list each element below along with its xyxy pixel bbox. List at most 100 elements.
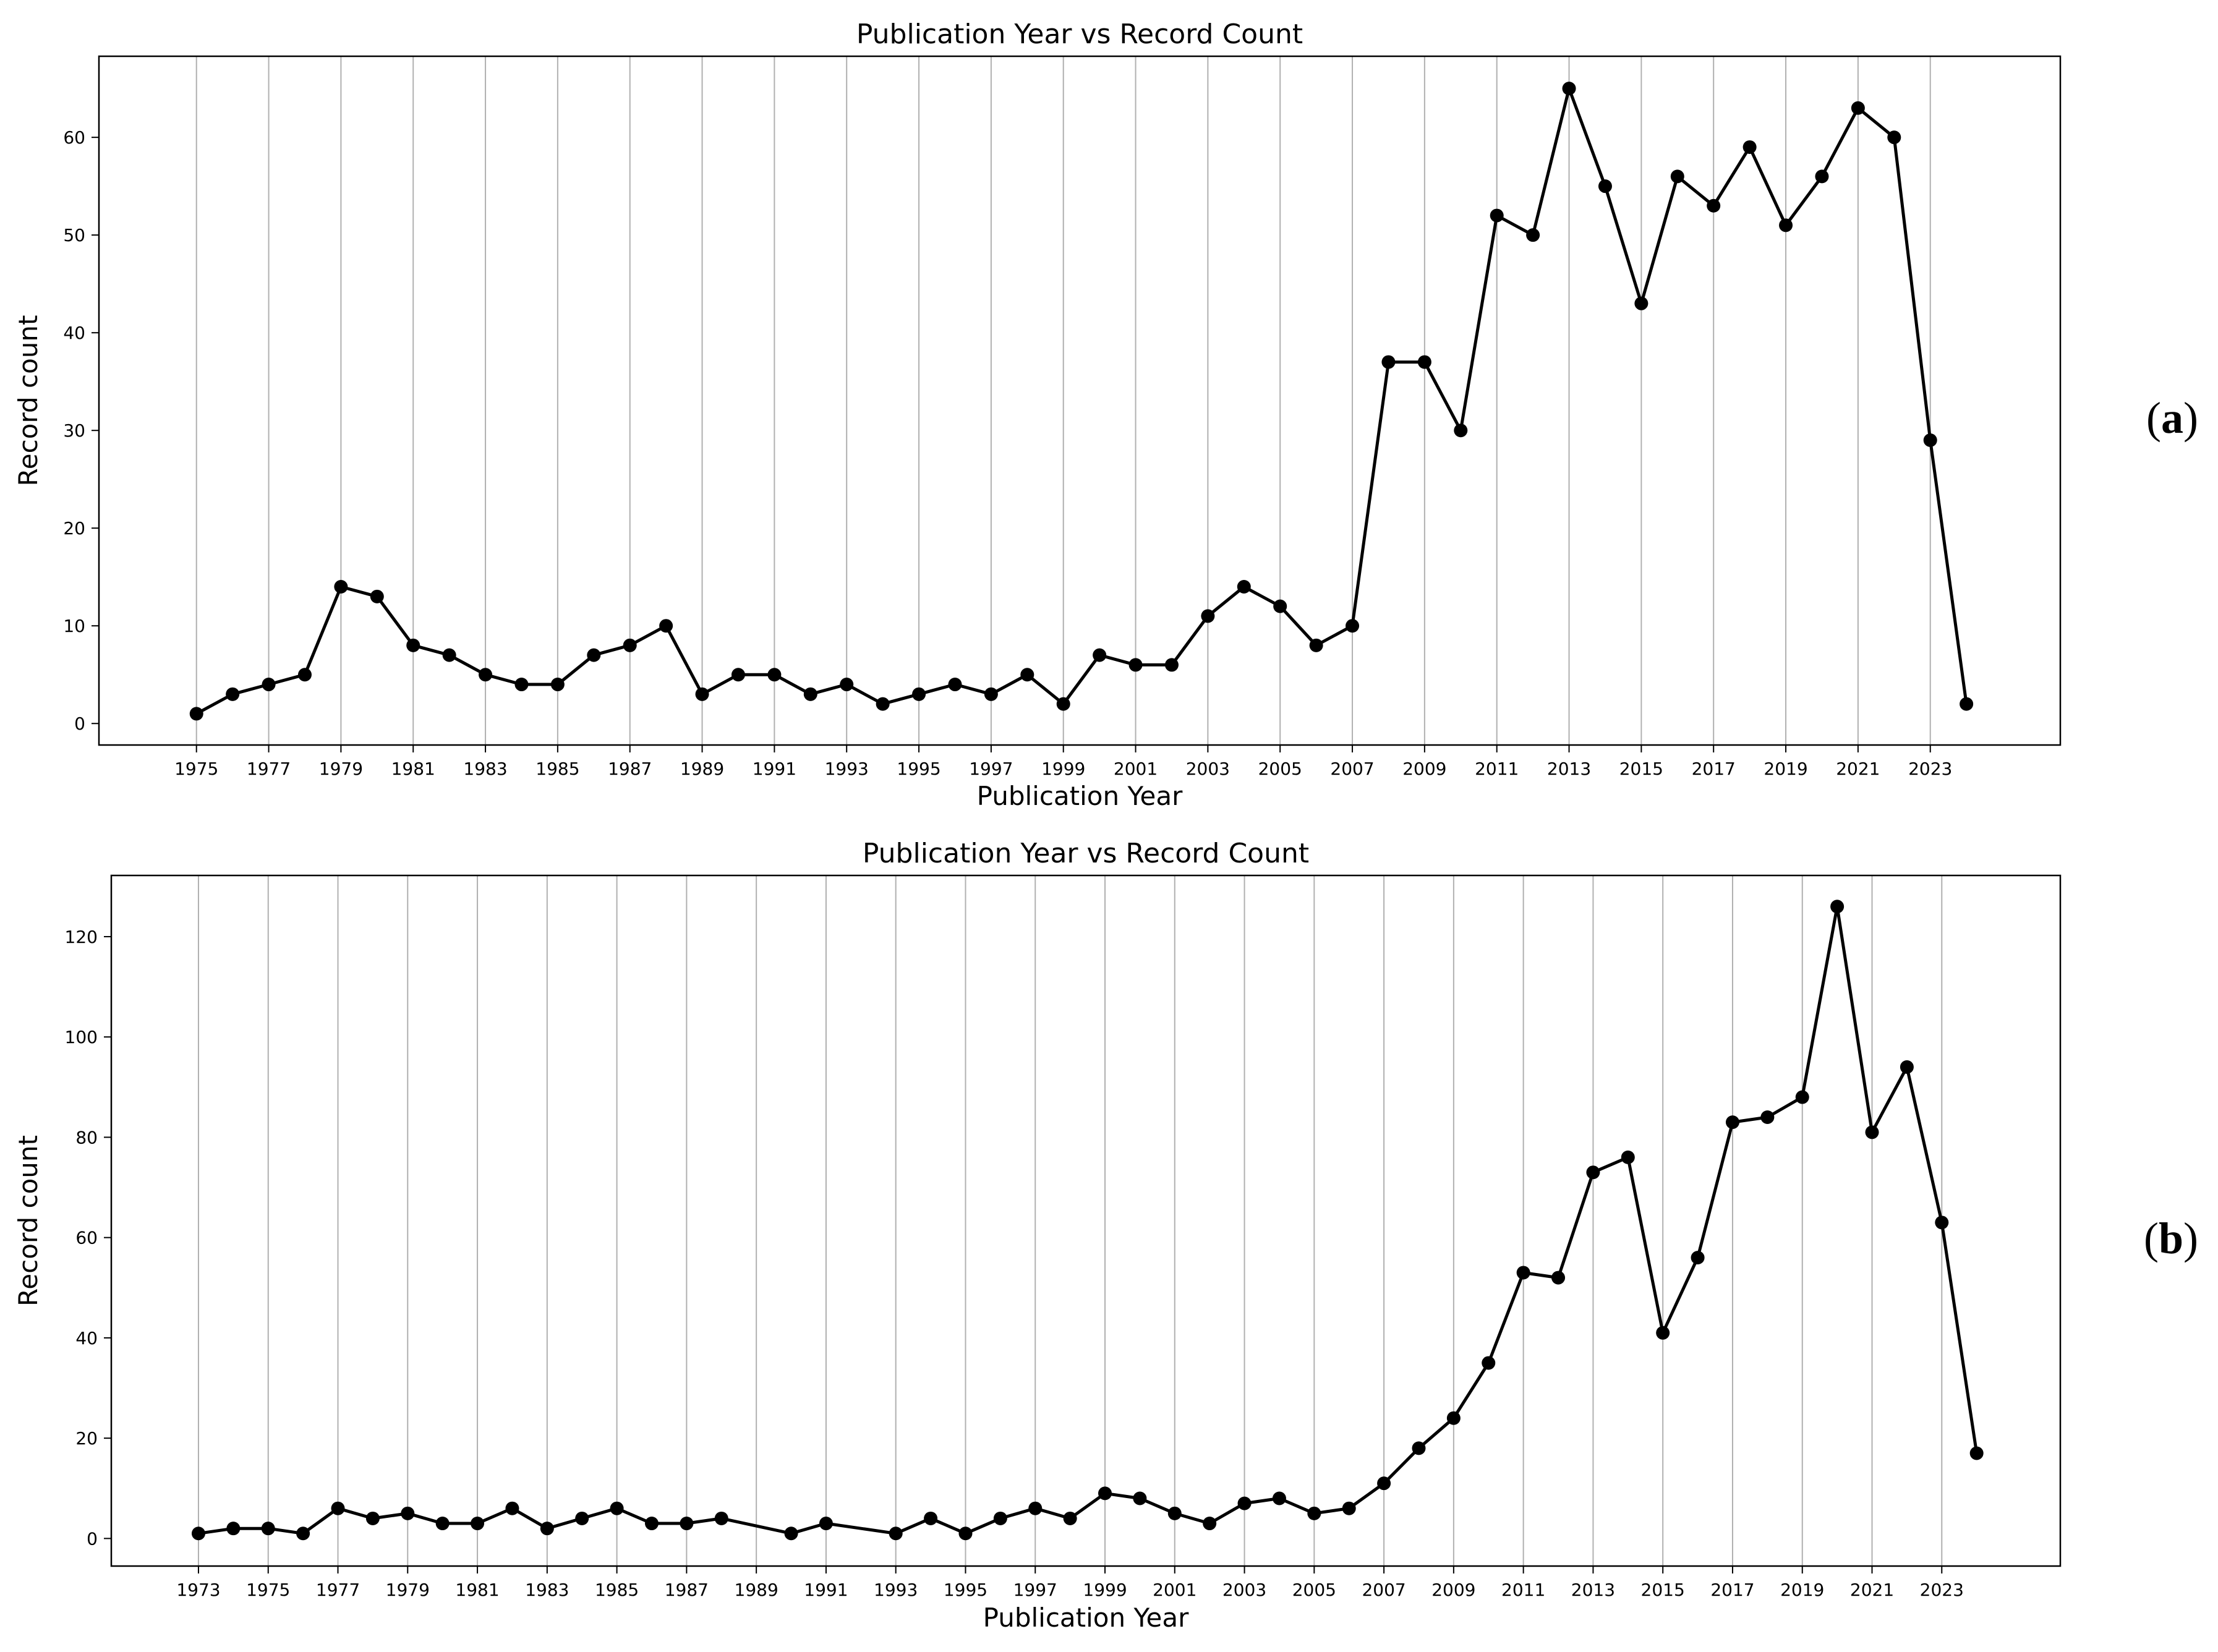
x-tick-label: 2005	[1292, 1580, 1336, 1600]
x-tick-label: 2005	[1258, 759, 1302, 779]
data-point	[479, 668, 493, 682]
x-axis-ticks: 1973 1975 1977 1979 1981 1983 1985 1987 1989 1991…	[176, 1566, 1964, 1600]
data-point	[1760, 1110, 1775, 1124]
data-point	[767, 668, 782, 682]
data-point	[1526, 228, 1540, 242]
data-point	[401, 1506, 415, 1520]
data-point	[1128, 658, 1143, 672]
data-point	[1237, 580, 1251, 594]
plot-area	[98, 55, 2062, 746]
x-tick-label: 2017	[1710, 1580, 1754, 1600]
x-tick-label: 2007	[1362, 1580, 1405, 1600]
data-point	[1900, 1060, 1914, 1074]
series-line	[195, 87, 1968, 715]
data-point	[297, 668, 312, 682]
x-tick-label: 2021	[1836, 759, 1880, 779]
x-tick-label: 2009	[1431, 1580, 1475, 1600]
x-tick-label: 2007	[1330, 759, 1374, 779]
x-axis-label: Publication Year	[983, 1603, 1189, 1633]
y-tick-label: 30	[63, 420, 85, 441]
data-point	[1342, 1501, 1356, 1515]
data-point	[1307, 1506, 1321, 1520]
data-point	[1377, 1476, 1391, 1491]
x-tick-label: 2009	[1402, 759, 1446, 779]
data-point	[623, 638, 637, 652]
data-point	[1454, 424, 1468, 438]
data-point	[1028, 1501, 1043, 1515]
data-point	[189, 707, 203, 721]
x-tick-label: 2017	[1692, 759, 1736, 779]
y-tick-label: 80	[75, 1127, 98, 1147]
data-point	[1309, 638, 1323, 652]
y-tick-label: 20	[63, 518, 85, 539]
x-axis-label: Publication Year	[977, 781, 1183, 811]
data-point	[784, 1526, 798, 1541]
chart-panel-a: 1975 1977 1979 1981 1983 1985 1987 1989 1991 1993…	[13, 19, 2198, 811]
y-tick-label: 100	[65, 1027, 98, 1047]
data-point	[1887, 130, 1901, 145]
data-point	[1272, 1491, 1286, 1505]
panel-label: (b)	[2144, 1214, 2198, 1263]
x-tick-label: 1983	[525, 1580, 569, 1600]
data-point	[1779, 218, 1793, 232]
x-tick-label: 1979	[386, 1580, 430, 1600]
data-point	[262, 678, 276, 692]
data-point	[1346, 619, 1360, 633]
y-tick-label: 20	[75, 1428, 98, 1449]
x-tick-label: 1995	[897, 759, 941, 779]
y-axis-label: Record count	[13, 1135, 43, 1306]
data-point	[1586, 1165, 1600, 1180]
data-point	[1634, 296, 1649, 310]
x-tick-label: 1993	[825, 759, 869, 779]
x-tick-label: 2019	[1764, 759, 1807, 779]
data-point	[958, 1526, 973, 1541]
x-tick-label: 2011	[1501, 1580, 1545, 1600]
data-point	[1417, 355, 1431, 369]
data-point	[1093, 648, 1107, 662]
x-tick-label: 1991	[804, 1580, 848, 1600]
x-tick-label: 1993	[874, 1580, 918, 1600]
y-tick-label: 120	[65, 927, 98, 947]
data-point	[1273, 599, 1287, 613]
y-tick-label: 10	[63, 616, 85, 636]
data-point	[1381, 355, 1396, 369]
x-tick-label: 1985	[595, 1580, 639, 1600]
data-point	[1670, 169, 1684, 184]
data-point	[644, 1517, 659, 1531]
x-tick-label: 1979	[319, 759, 363, 779]
data-point	[1412, 1441, 1426, 1455]
data-point	[1795, 1090, 1809, 1104]
data-point	[984, 687, 998, 701]
data-point	[471, 1517, 485, 1531]
x-tick-label: 2001	[1153, 1580, 1196, 1600]
data-point	[296, 1526, 310, 1541]
data-point	[889, 1526, 903, 1541]
x-tick-label: 1975	[246, 1580, 290, 1600]
panel-label: (a)	[2146, 393, 2198, 443]
x-tick-label: 1989	[735, 1580, 778, 1600]
x-tick-label: 2023	[1908, 759, 1952, 779]
x-tick-label: 1987	[665, 1580, 709, 1600]
data-point	[993, 1511, 1007, 1525]
data-point	[1133, 1491, 1147, 1505]
data-point	[1167, 1506, 1182, 1520]
data-point	[1935, 1216, 1949, 1230]
panel-letter: a	[2161, 393, 2183, 443]
data-point	[1164, 658, 1179, 672]
data-point	[819, 1517, 833, 1531]
y-tick-label: 0	[87, 1528, 98, 1549]
x-tick-label: 1991	[753, 759, 796, 779]
x-tick-label: 2011	[1475, 759, 1519, 779]
x-tick-label: 1997	[969, 759, 1013, 779]
data-point	[680, 1517, 694, 1531]
data-point	[924, 1511, 938, 1525]
x-tick-label: 2003	[1186, 759, 1230, 779]
y-axis-ticks: 0 20 40 60 80 100 120	[65, 927, 111, 1549]
data-point	[587, 648, 601, 662]
y-axis-ticks: 0 10 20 30 40 50 60	[63, 127, 99, 734]
x-tick-label: 2013	[1547, 759, 1591, 779]
x-tick-label: 2013	[1571, 1580, 1615, 1600]
data-point	[1490, 208, 1504, 223]
data-point	[1656, 1326, 1670, 1340]
chart-title: Publication Year vs Record Count	[856, 19, 1303, 50]
